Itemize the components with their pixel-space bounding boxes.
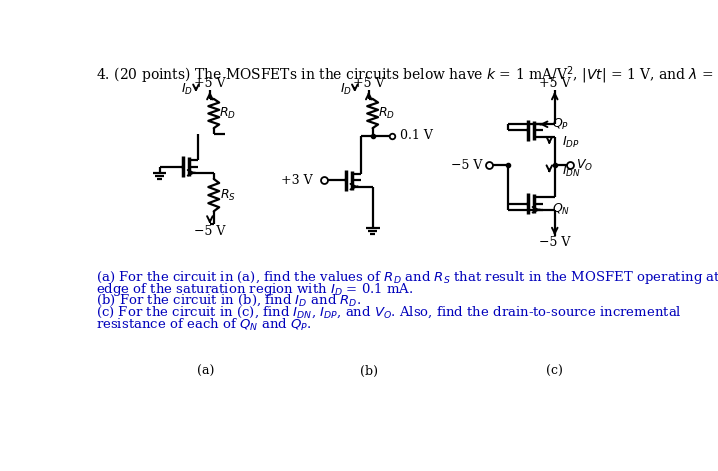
Text: +5 V: +5 V bbox=[353, 77, 385, 90]
Text: $R_D$: $R_D$ bbox=[378, 106, 395, 121]
Text: 4. (20 points) The MOSFETs in the circuits below have $k$ = 1 mA/V$^2$, $|Vt|$ =: 4. (20 points) The MOSFETs in the circui… bbox=[96, 64, 718, 86]
Text: $I_{DN}$: $I_{DN}$ bbox=[561, 164, 580, 179]
Text: edge of the saturation region with $I_D$ = 0.1 mA.: edge of the saturation region with $I_D$… bbox=[96, 281, 414, 298]
Text: $I_{DP}$: $I_{DP}$ bbox=[561, 135, 579, 150]
Text: $Q_P$: $Q_P$ bbox=[552, 117, 569, 132]
Text: +5 V: +5 V bbox=[539, 77, 571, 90]
Text: 0.1 V: 0.1 V bbox=[400, 130, 433, 142]
Text: (c) For the circuit in (c), find $I_{DN}$, $I_{DP}$, and $V_O$. Also, find the d: (c) For the circuit in (c), find $I_{DN}… bbox=[96, 305, 682, 320]
Text: $R_D$: $R_D$ bbox=[219, 106, 236, 121]
Text: $V_O$: $V_O$ bbox=[577, 157, 594, 173]
Text: $I_D$: $I_D$ bbox=[181, 82, 192, 97]
Text: −5 V: −5 V bbox=[452, 159, 482, 171]
Text: (c): (c) bbox=[546, 365, 563, 378]
Text: +5 V: +5 V bbox=[194, 77, 225, 90]
Text: resistance of each of $Q_N$ and $Q_P$.: resistance of each of $Q_N$ and $Q_P$. bbox=[96, 317, 312, 333]
Text: (a): (a) bbox=[197, 365, 215, 378]
Text: (b) For the circuit in (b), find $I_D$ and $R_D$.: (b) For the circuit in (b), find $I_D$ a… bbox=[96, 293, 361, 309]
Text: $I_D$: $I_D$ bbox=[340, 82, 352, 97]
Text: −5 V: −5 V bbox=[539, 236, 570, 249]
Text: (b): (b) bbox=[360, 365, 378, 378]
Text: (a) For the circuit in (a), find the values of $R_D$ and $R_S$ that result in th: (a) For the circuit in (a), find the val… bbox=[96, 269, 718, 286]
Text: +3 V: +3 V bbox=[281, 174, 313, 187]
Text: −5 V: −5 V bbox=[194, 225, 225, 238]
Text: $Q_N$: $Q_N$ bbox=[552, 202, 571, 217]
Text: $R_S$: $R_S$ bbox=[220, 187, 236, 203]
